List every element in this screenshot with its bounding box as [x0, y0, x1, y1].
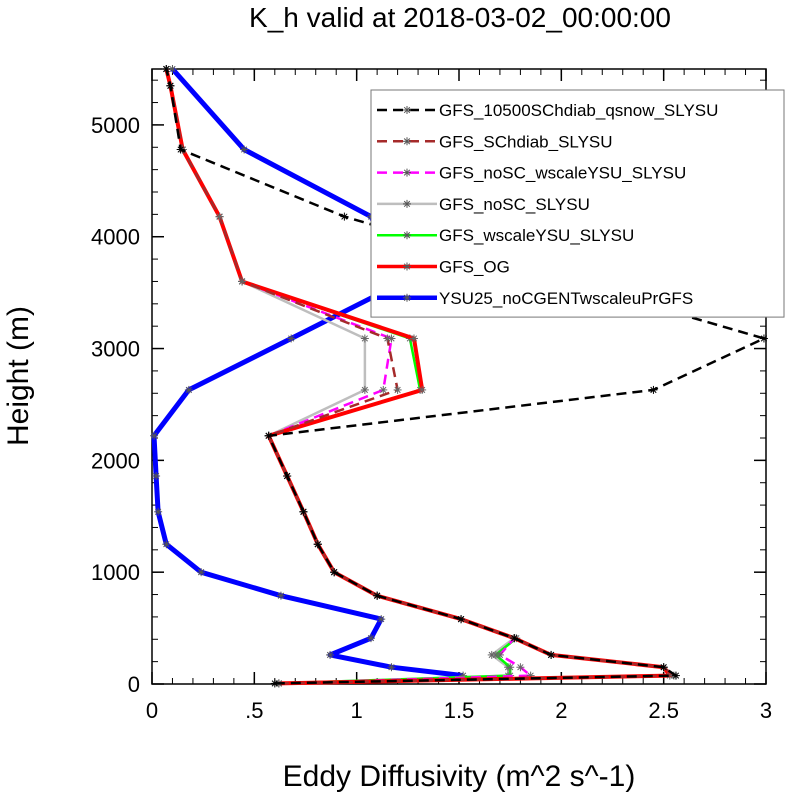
- data-point-marker: [184, 385, 193, 394]
- data-point-marker: [166, 81, 175, 90]
- x-tick-label: 2: [555, 698, 567, 723]
- data-point-marker: [152, 472, 161, 481]
- data-point-marker: [240, 145, 249, 154]
- data-point-marker: [393, 385, 402, 394]
- data-point-marker: [162, 65, 171, 73]
- data-point-marker: [418, 385, 427, 394]
- legend-label: GFS_noSC_SLYSU: [439, 195, 590, 214]
- data-point-marker: [270, 679, 279, 688]
- data-point-marker: [168, 65, 177, 73]
- legend-item: GFS_OG: [377, 258, 510, 277]
- legend-box: [370, 89, 785, 318]
- legend-label: GFS_noSC_wscaleYSU_SLYSU: [439, 164, 686, 183]
- data-point-marker: [154, 507, 163, 516]
- data-point-marker: [387, 663, 396, 672]
- data-point-marker: [547, 650, 556, 659]
- x-tick-label: 0: [146, 698, 158, 723]
- x-axis-title: Eddy Diffusivity (m^2 s^-1): [283, 760, 636, 793]
- y-tick-label: 2000: [91, 448, 140, 473]
- legend-marker: [403, 231, 411, 240]
- y-tick-label: 0: [128, 672, 140, 697]
- data-point-marker: [659, 663, 668, 672]
- legend-marker: [403, 262, 411, 271]
- data-point-marker: [506, 663, 515, 672]
- y-tick-label: 1000: [91, 560, 140, 585]
- data-point-marker: [176, 145, 185, 154]
- y-axis-title: Height (m): [2, 306, 35, 446]
- legend-item: YSU25_noCGENTwscaleuPrGFS: [377, 289, 693, 308]
- data-point-marker: [326, 650, 335, 659]
- data-point-marker: [150, 431, 159, 440]
- series-layer: [150, 65, 768, 688]
- data-point-marker: [516, 663, 525, 672]
- y-tick-label: 4000: [91, 225, 140, 250]
- chart-title: K_h valid at 2018-03-02_00:00:00: [249, 2, 671, 33]
- data-point-marker: [759, 334, 768, 343]
- legend-label: GFS_wscaleYSU_SLYSU: [439, 226, 634, 245]
- series-line: [165, 68, 766, 685]
- x-tick-label: .5: [245, 698, 263, 723]
- data-point-marker: [495, 650, 504, 659]
- data-point-marker: [197, 568, 206, 577]
- y-tick-label: 3000: [91, 337, 140, 362]
- data-point-marker: [276, 591, 285, 600]
- legend-item: GFS_10500SChdiab_qsnow_SLYSU: [377, 101, 718, 120]
- legend-item: GFS_noSC_SLYSU: [377, 195, 590, 214]
- legend-item: GFS_noSC_wscaleYSU_SLYSU: [377, 164, 686, 183]
- legend-marker: [403, 293, 411, 302]
- data-point-marker: [215, 212, 224, 221]
- data-point-marker: [162, 540, 171, 549]
- legend-marker: [403, 137, 411, 146]
- data-point-marker: [340, 212, 349, 221]
- data-point-marker: [313, 540, 322, 549]
- x-tick-label: 1: [351, 698, 363, 723]
- legend-marker: [403, 168, 411, 177]
- data-point-marker: [373, 591, 382, 600]
- x-tick-label: 3: [760, 698, 772, 723]
- series-0: [162, 65, 768, 688]
- data-point-marker: [457, 615, 466, 624]
- legend-label: YSU25_noCGENTwscaleuPrGFS: [439, 289, 693, 308]
- y-tick-label: 5000: [91, 113, 140, 138]
- data-point-marker: [383, 334, 392, 343]
- axis-ticks: [151, 69, 767, 685]
- data-point-marker: [366, 634, 375, 643]
- legend: GFS_10500SChdiab_qsnow_SLYSU GFS_SChdiab_…: [370, 89, 785, 318]
- data-point-marker: [379, 385, 388, 394]
- data-point-marker: [409, 334, 418, 343]
- legend-label: GFS_OG: [439, 258, 510, 277]
- data-point-marker: [264, 431, 273, 440]
- legend-marker: [403, 106, 411, 114]
- x-tick-label: 1.5: [444, 698, 475, 723]
- data-point-marker: [283, 472, 292, 481]
- x-tick-label: 2.5: [648, 698, 679, 723]
- data-point-marker: [649, 385, 658, 394]
- data-point-marker: [360, 385, 369, 394]
- data-point-marker: [360, 334, 369, 343]
- data-point-marker: [377, 615, 386, 624]
- data-point-marker: [671, 671, 680, 680]
- tick-labels: 0 .5 1 1.5 2 2.5 3 0 1000 2000 3000 4000 5000: [91, 113, 772, 723]
- data-point-marker: [510, 634, 519, 643]
- data-point-marker: [330, 568, 339, 577]
- legend-label: GFS_10500SChdiab_qsnow_SLYSU: [439, 101, 718, 120]
- legend-marker: [403, 199, 411, 208]
- data-point-marker: [287, 334, 296, 343]
- data-point-marker: [299, 507, 308, 516]
- legend-label: GFS_SChdiab_SLYSU: [439, 132, 613, 151]
- legend-item: GFS_SChdiab_SLYSU: [377, 132, 613, 151]
- data-point-marker: [238, 277, 247, 286]
- legend-item: GFS_wscaleYSU_SLYSU: [377, 226, 634, 245]
